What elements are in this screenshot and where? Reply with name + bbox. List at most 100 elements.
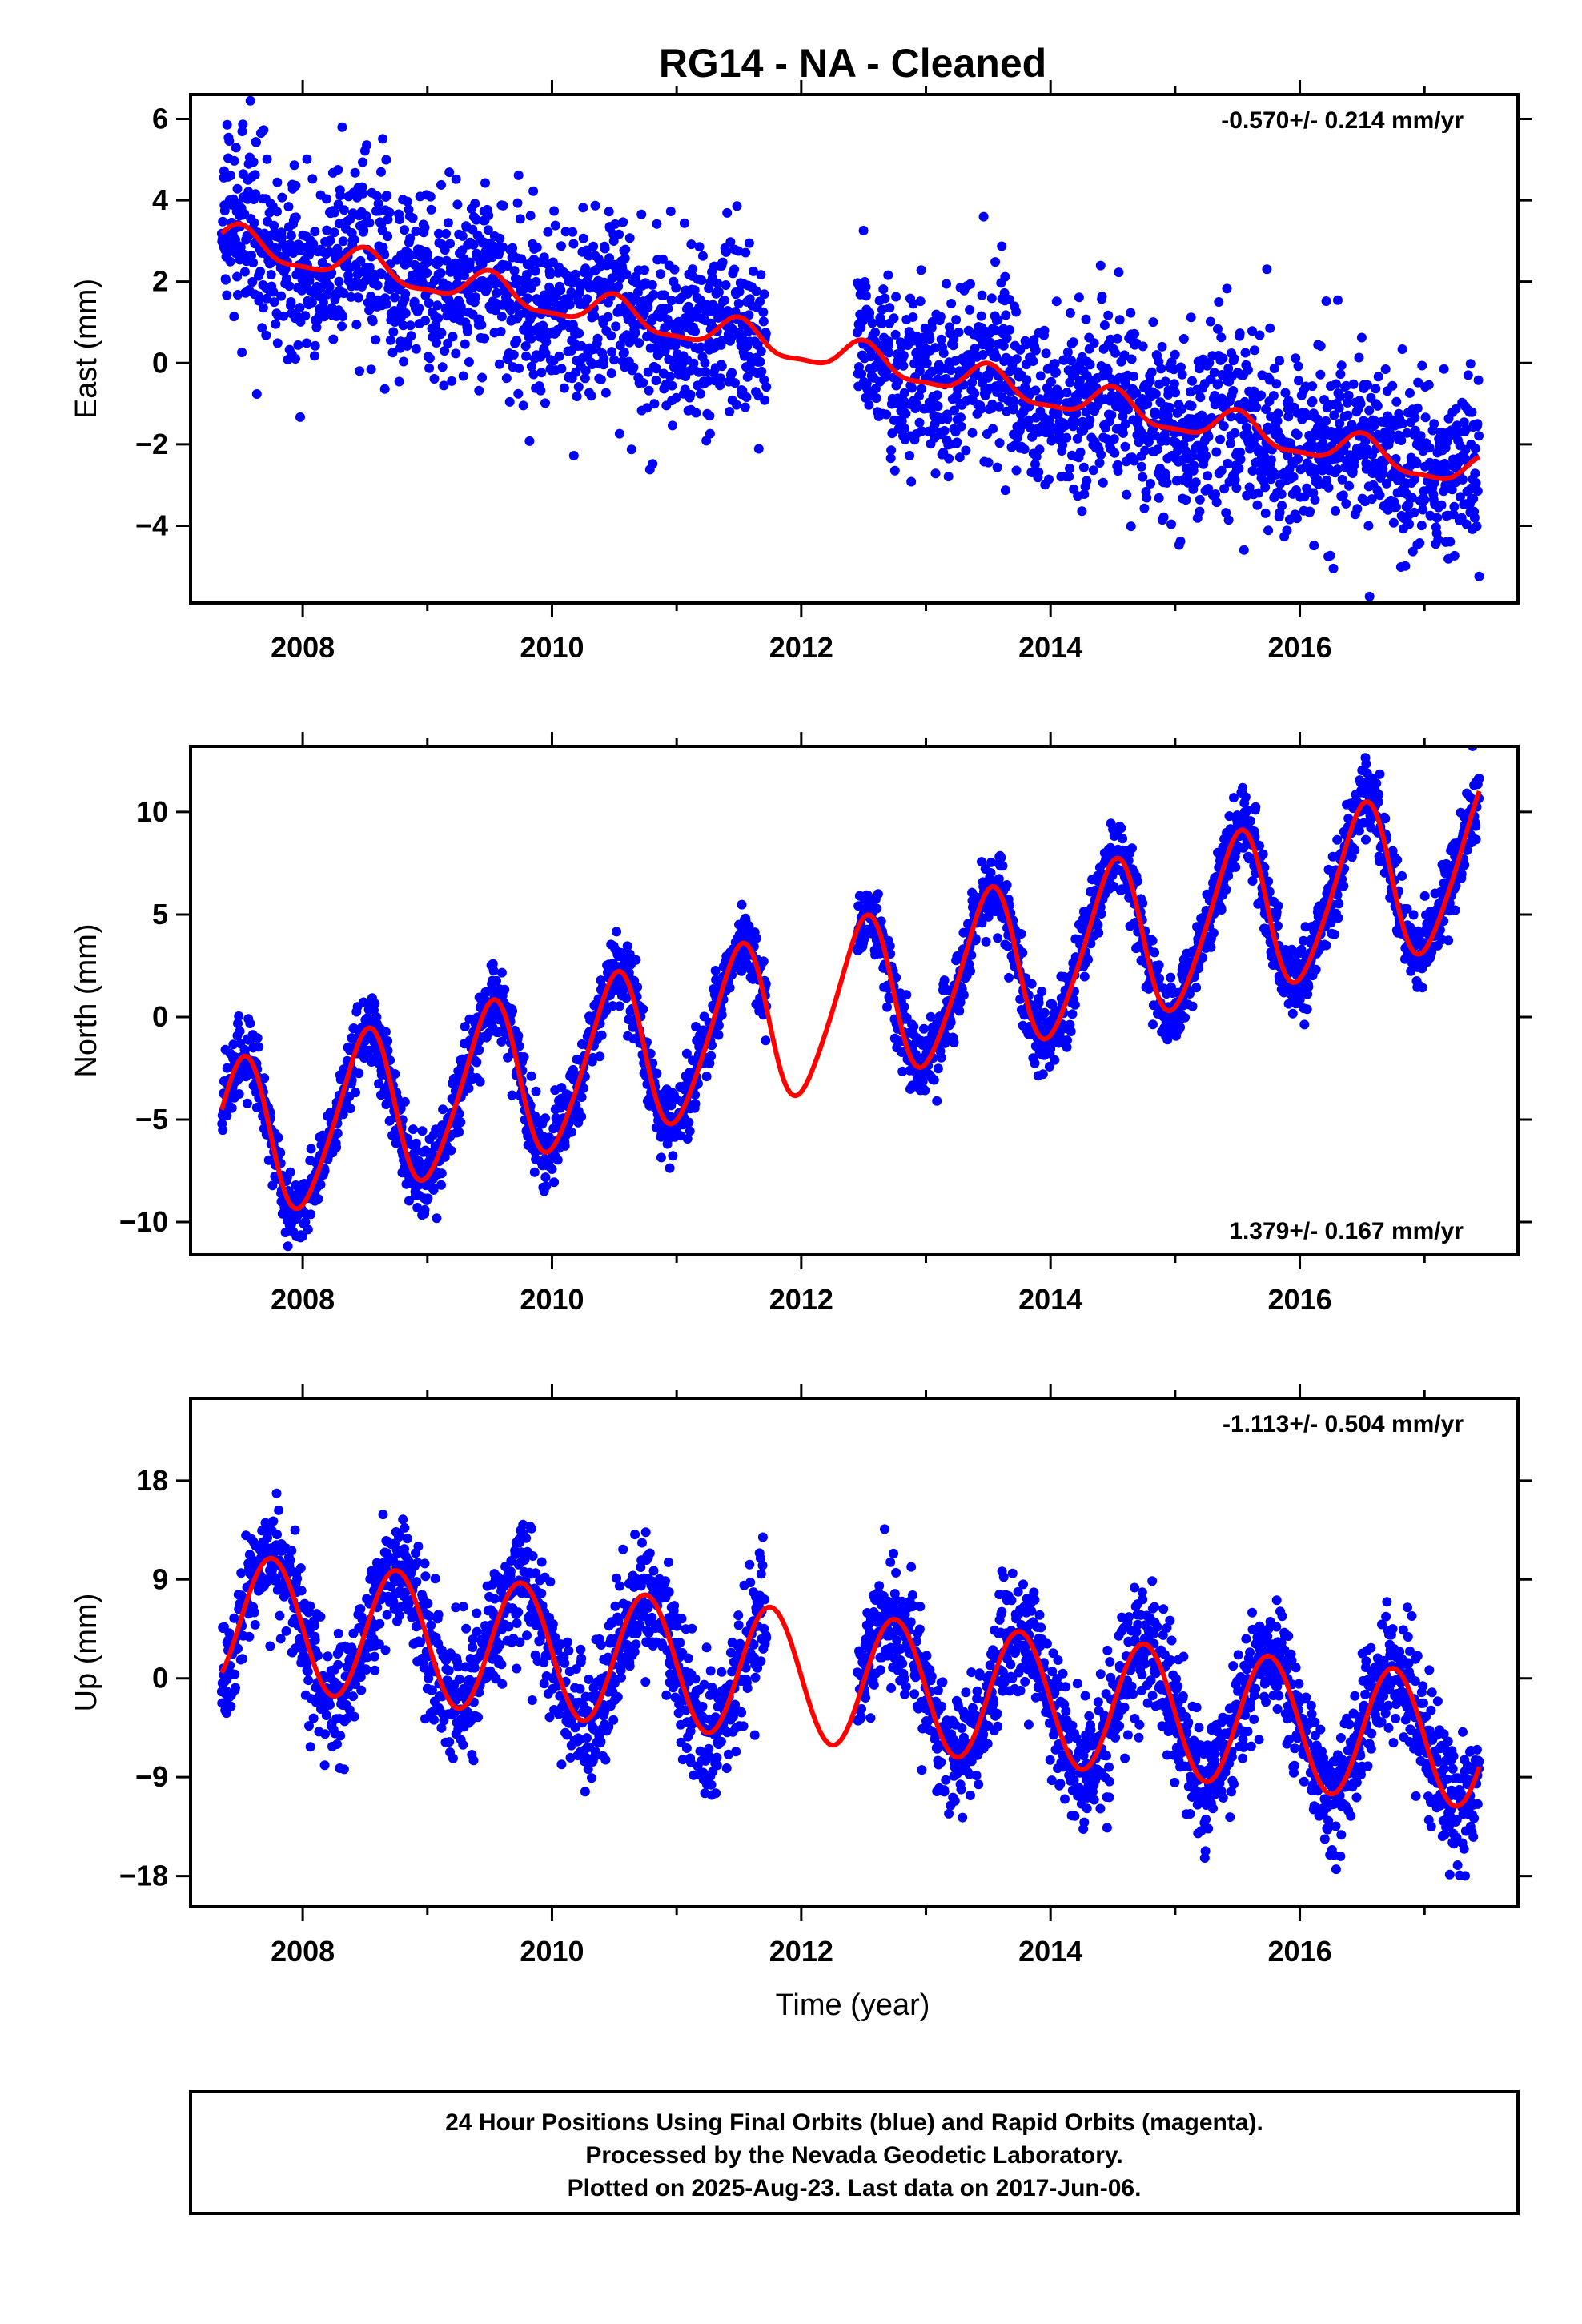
data-point — [719, 296, 729, 305]
data-point — [398, 320, 408, 331]
data-point — [385, 284, 396, 295]
data-point — [560, 1140, 570, 1151]
data-point — [899, 388, 909, 398]
data-point — [621, 993, 632, 1003]
data-point — [382, 191, 392, 201]
data-point — [376, 269, 387, 279]
data-point — [1177, 404, 1187, 414]
data-point — [1310, 495, 1320, 505]
data-point — [513, 388, 524, 399]
data-point — [1181, 495, 1191, 505]
data-point — [521, 351, 532, 361]
data-point — [460, 339, 470, 349]
data-point — [1005, 324, 1014, 335]
data-point — [1118, 412, 1128, 421]
data-point — [589, 311, 600, 321]
data-point — [462, 326, 472, 336]
data-point — [1088, 465, 1098, 476]
data-point — [338, 236, 348, 247]
data-point — [359, 997, 369, 1007]
data-point — [737, 899, 747, 910]
data-point — [1472, 486, 1483, 496]
data-point — [1325, 550, 1335, 561]
data-point — [1429, 419, 1439, 429]
data-point — [1009, 396, 1019, 406]
x-tick-label: 2010 — [520, 631, 584, 664]
data-point — [1449, 550, 1460, 561]
data-point — [321, 194, 331, 204]
data-point — [900, 424, 910, 434]
data-point — [503, 261, 513, 271]
data-point — [1150, 388, 1161, 399]
data-point — [237, 127, 247, 136]
data-point — [447, 376, 457, 386]
data-point — [985, 337, 995, 348]
data-point — [582, 294, 592, 304]
data-point — [1004, 294, 1014, 304]
data-point — [451, 348, 461, 359]
data-point — [443, 218, 453, 228]
data-point — [408, 213, 418, 223]
data-point — [333, 165, 343, 175]
data-point — [515, 214, 525, 224]
data-point — [755, 296, 765, 307]
data-point — [978, 211, 989, 222]
data-point — [1265, 323, 1275, 333]
data-point — [884, 340, 894, 350]
data-point — [1166, 357, 1177, 368]
data-point — [1329, 410, 1339, 420]
data-point — [251, 389, 262, 399]
data-point — [652, 219, 662, 229]
data-point — [572, 392, 582, 401]
data-point — [1213, 379, 1223, 389]
data-point — [717, 1010, 727, 1020]
data-point — [498, 242, 508, 252]
data-point — [576, 340, 587, 351]
data-point — [1034, 998, 1044, 1008]
data-point — [630, 328, 640, 338]
data-point — [411, 1138, 421, 1148]
y-tick-label: 0 — [152, 346, 168, 379]
data-point — [1333, 295, 1343, 305]
data-point — [651, 364, 661, 374]
data-point — [1348, 379, 1359, 389]
data-point — [970, 388, 980, 399]
data-point — [914, 417, 925, 428]
data-point — [507, 1090, 517, 1100]
data-point — [525, 211, 536, 221]
data-point — [642, 403, 652, 413]
data-point — [595, 1051, 605, 1062]
data-point — [1065, 308, 1075, 318]
data-point — [1093, 920, 1103, 930]
data-point — [1070, 417, 1081, 428]
data-point — [667, 380, 677, 391]
data-point — [1218, 353, 1228, 364]
data-point — [857, 369, 866, 379]
data-point — [224, 136, 235, 146]
data-point — [350, 167, 360, 178]
data-point — [1122, 404, 1133, 415]
data-point — [1424, 443, 1435, 453]
data-point — [291, 180, 301, 191]
data-point — [1075, 447, 1086, 457]
data-point — [454, 1127, 464, 1137]
data-point — [725, 237, 736, 247]
data-point — [277, 192, 287, 203]
data-point — [339, 205, 349, 215]
data-point — [1380, 364, 1391, 374]
data-point — [1160, 376, 1170, 387]
data-point — [541, 1181, 552, 1192]
data-point — [1004, 972, 1014, 983]
data-point — [464, 357, 474, 367]
data-point — [1451, 404, 1461, 414]
y-tick-label: −4 — [135, 509, 168, 541]
data-point — [272, 207, 282, 217]
data-point — [1322, 475, 1331, 485]
data-point — [624, 233, 635, 243]
data-point — [1060, 420, 1070, 431]
data-point — [540, 348, 551, 358]
data-point — [1094, 927, 1104, 938]
data-point — [700, 358, 710, 368]
data-point — [721, 247, 731, 257]
data-point — [576, 1092, 587, 1102]
